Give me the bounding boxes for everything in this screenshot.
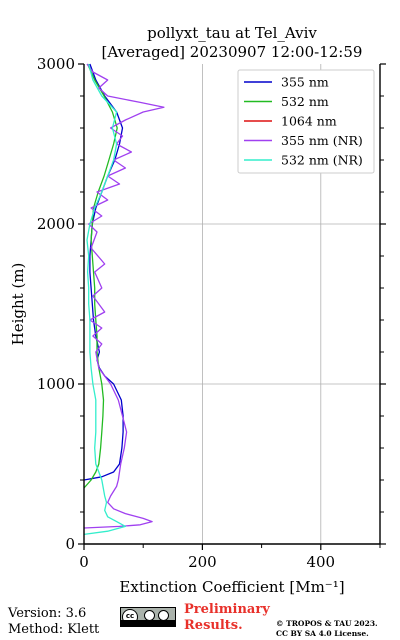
chart-title-line2: [Averaged] 20230907 12:00-12:59 — [102, 43, 363, 61]
series-line-0 — [83, 63, 124, 481]
axes — [83, 64, 381, 545]
chart-title-line1: pollyxt_tau at Tel_Aviv — [147, 24, 317, 42]
x-tick-label: 0 — [79, 553, 89, 571]
version-text: Version: 3.6 — [8, 606, 87, 621]
copyright-line1: © TROPOS & TAU 2023. — [276, 619, 378, 628]
chart: pollyxt_tau at Tel_Aviv [Averaged] 20230… — [9, 24, 386, 596]
copyright-notice: © TROPOS & TAU 2023. CC BY SA 4.0 Licens… — [276, 619, 378, 639]
y-tick-label: 0 — [65, 535, 75, 553]
tick-marks: 0 200 400 0 1000 2000 3000 — [37, 55, 386, 571]
license-badge: cc — [120, 607, 176, 627]
x-axis-label: Extinction Coefficient [Mm⁻¹] — [119, 578, 344, 596]
preliminary-line1: Preliminary — [184, 602, 270, 617]
legend-label: 355 nm — [281, 75, 329, 90]
preliminary-notice: Preliminary Results. — [184, 602, 270, 634]
legend-label: 355 nm (NR) — [281, 133, 363, 148]
method-text: Method: Klett — [8, 622, 100, 637]
y-tick-label: 2000 — [37, 215, 75, 233]
y-tick-label: 3000 — [37, 55, 75, 73]
preliminary-line2: Results. — [184, 618, 243, 633]
y-axis-label: Height (m) — [9, 263, 27, 346]
legend-label: 532 nm (NR) — [281, 153, 363, 168]
legend-label: 532 nm — [281, 94, 329, 109]
legend-box — [237, 69, 375, 174]
copyright-line2: CC BY SA 4.0 License. — [276, 629, 369, 638]
y-tick-label: 1000 — [37, 375, 75, 393]
x-tick-label: 200 — [188, 553, 217, 571]
series-line-4 — [83, 63, 127, 536]
license-strip — [121, 620, 175, 626]
series-line-3 — [83, 63, 165, 529]
x-tick-label: 400 — [306, 553, 335, 571]
legend-label: 1064 nm — [281, 114, 337, 129]
series-lines — [83, 63, 165, 536]
legend: 355 nm 532 nm 1064 nm 355 nm (NR) 532 nm (NR… — [237, 69, 375, 174]
